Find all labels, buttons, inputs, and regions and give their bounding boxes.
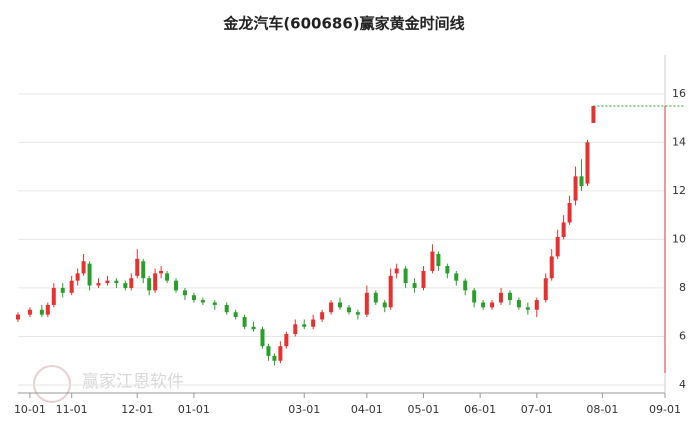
y-tick-label: 6: [679, 329, 686, 342]
candle-body: [382, 302, 387, 308]
y-tick-label: 4: [679, 378, 686, 391]
candle-body: [421, 270, 426, 288]
candle-body: [159, 270, 164, 274]
candle-body: [430, 251, 435, 271]
y-tick-label: 16: [672, 87, 686, 100]
x-tick-label: 04-01: [351, 403, 383, 416]
candle-body: [200, 300, 205, 303]
candle-body: [242, 317, 247, 327]
candle-body: [490, 302, 495, 308]
x-tick-label: 08-01: [586, 403, 618, 416]
candle-body: [579, 176, 584, 187]
candle-body: [534, 300, 539, 310]
candle-body: [60, 287, 65, 293]
candle-body: [388, 275, 393, 308]
candle-body: [293, 324, 298, 335]
candle-body: [436, 253, 441, 267]
candle-body: [212, 302, 217, 305]
watermark-logo: [33, 365, 71, 403]
candle-body: [96, 283, 101, 286]
candle-body: [114, 280, 119, 284]
candle-body: [499, 292, 504, 303]
candle-body: [87, 263, 92, 286]
candle-body: [472, 290, 477, 303]
x-tick-label: 09-01: [649, 403, 681, 416]
candle-body: [251, 326, 256, 330]
candle-body: [516, 300, 521, 308]
y-tick-label: 8: [679, 281, 686, 294]
candle-body: [445, 266, 450, 274]
x-tick-label: 11-01: [56, 403, 88, 416]
candle-body: [573, 176, 578, 201]
candle-body: [338, 302, 343, 308]
candle-body: [75, 273, 80, 281]
candle-body: [555, 236, 560, 257]
candle-body: [135, 258, 140, 276]
candle-body: [394, 268, 399, 274]
candle-body: [403, 268, 408, 284]
candle-body: [543, 278, 548, 301]
candle-body: [39, 309, 44, 315]
y-tick-label: 14: [672, 135, 686, 148]
candle-body: [591, 105, 596, 123]
candle-body: [147, 278, 152, 291]
candle-body: [561, 222, 566, 237]
candle-body: [69, 280, 74, 293]
candle-body: [191, 295, 196, 301]
x-tick-label: 07-01: [521, 403, 553, 416]
candle-body: [320, 312, 325, 320]
candle-body: [174, 280, 179, 291]
candle-body: [81, 261, 86, 274]
watermark: 赢家江恩软件: [82, 372, 184, 392]
candle-body: [373, 292, 378, 303]
candle-body: [165, 273, 170, 281]
candle-body: [567, 203, 572, 223]
candle-body: [463, 280, 468, 291]
y-tick-label: 12: [672, 184, 686, 197]
candle-body: [412, 283, 417, 288]
candle-body: [278, 346, 283, 361]
x-tick-label: 12-01: [121, 403, 153, 416]
candle-body: [27, 309, 32, 315]
candle-body: [454, 273, 459, 281]
chart-title: 金龙汽车(600686)赢家黄金时间线: [222, 15, 464, 33]
x-tick-label: 10-01: [14, 403, 46, 416]
candle-body: [585, 142, 590, 184]
candle-body: [355, 312, 360, 315]
x-tick-label: 01-01: [178, 403, 210, 416]
candle-body: [129, 278, 134, 288]
y-tick-label: 10: [672, 232, 686, 245]
candle-body: [329, 302, 334, 313]
candle-body: [141, 261, 146, 279]
candle-body: [549, 256, 554, 279]
candle-body: [346, 307, 351, 313]
candle-body: [105, 280, 110, 284]
candle-body: [266, 346, 271, 356]
candle-body: [481, 302, 486, 308]
candle-body: [182, 290, 187, 296]
candle-body: [272, 355, 277, 361]
candle-body: [364, 292, 369, 315]
x-tick-label: 06-01: [464, 403, 496, 416]
candle-body: [153, 273, 158, 291]
candle-body: [311, 319, 316, 327]
candle-body: [260, 329, 265, 347]
candle-body: [16, 314, 20, 320]
x-tick-label: 03-01: [288, 403, 320, 416]
candle-body: [302, 324, 307, 327]
candle-body: [525, 307, 530, 310]
x-tick-label: 05-01: [408, 403, 440, 416]
candle-body: [123, 283, 128, 288]
candle-body: [224, 304, 229, 313]
candle-body: [233, 312, 238, 318]
candle-body: [284, 334, 289, 347]
candle-body: [45, 304, 50, 315]
candle-body: [51, 287, 56, 305]
candle-body: [507, 292, 512, 301]
